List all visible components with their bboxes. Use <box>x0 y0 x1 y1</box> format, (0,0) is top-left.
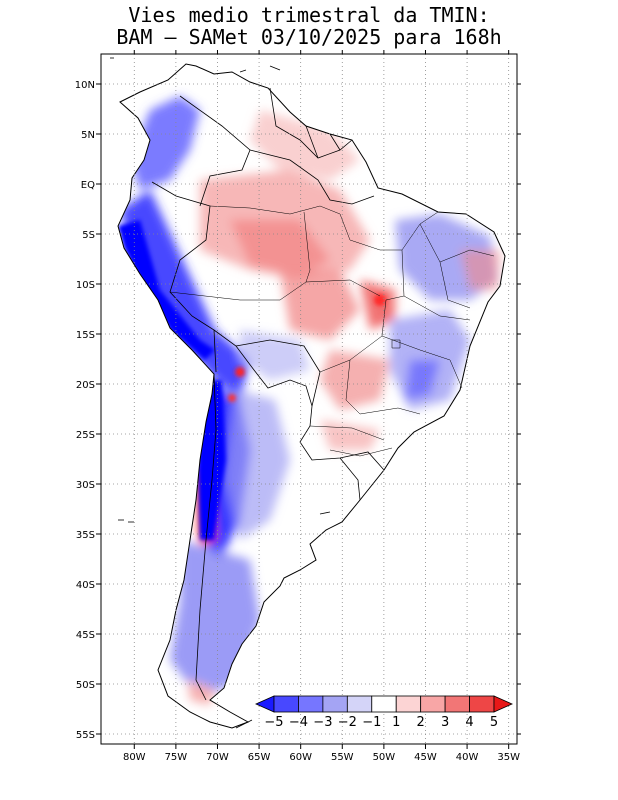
lat-tick-label: 25S <box>76 430 95 441</box>
lat-tick-label: 40S <box>76 580 95 591</box>
axis-ticks: 80W 75W 70W 65W 60W 55W 50W 45W 40W 35W 10N 5N EQ 5S 1… <box>75 50 521 763</box>
colorbar-box <box>298 695 324 713</box>
lon-tick-label: 60W <box>289 752 312 763</box>
map-frame <box>100 53 518 745</box>
lon-tick-label: 40W <box>456 752 479 763</box>
colorbar-box <box>346 695 373 713</box>
colorbar-label: −5 <box>264 715 283 730</box>
colorbar-box <box>395 695 422 713</box>
colorbar-box <box>469 695 495 713</box>
lat-tick-label: 15S <box>76 330 95 341</box>
colorbar-label: 3 <box>441 715 449 730</box>
lat-tick-label: 5N <box>81 130 95 141</box>
country-borders <box>151 87 385 701</box>
lat-tick-label: EQ <box>81 180 95 191</box>
colorbar-box <box>322 695 348 713</box>
lat-tick-label: 10N <box>75 80 95 91</box>
colorbar-label: 1 <box>392 715 400 730</box>
lat-tick-label: 20S <box>76 380 95 391</box>
colorbar-box <box>371 695 397 713</box>
colorbar-label: 5 <box>490 715 498 730</box>
lon-tick-label: 55W <box>331 752 354 763</box>
lon-tick-label: 65W <box>248 752 271 763</box>
colorbar-label: −2 <box>338 715 357 730</box>
lat-tick-label: 55S <box>76 730 95 741</box>
islands <box>110 57 331 729</box>
colorbar-arrow-high <box>493 695 513 713</box>
state-borders <box>169 205 495 457</box>
colorbar: −5 −4 −3 −2 −1 1 2 3 4 5 <box>255 695 513 730</box>
lon-tick-label: 50W <box>373 752 396 763</box>
colorbar-box <box>420 695 446 713</box>
lon-tick-label: 75W <box>165 752 188 763</box>
colorbar-box <box>273 695 299 713</box>
colorbar-label: −1 <box>362 715 381 730</box>
lon-tick-label: 35W <box>497 752 520 763</box>
colorbar-label: 4 <box>465 715 473 730</box>
map-title-line1: Vies medio trimestral da TMIN: <box>128 3 490 27</box>
lat-tick-label: 45S <box>76 630 95 641</box>
map-title-line2: BAM – SAMet 03/10/2025 para 168h <box>116 25 502 49</box>
lat-tick-label: 5S <box>82 230 95 241</box>
colorbar-box <box>444 695 470 713</box>
colorbar-label: −3 <box>313 715 332 730</box>
lat-tick-label: 10S <box>76 280 95 291</box>
lon-tick-label: 45W <box>414 752 437 763</box>
graticule <box>101 54 517 744</box>
lat-tick-label: 50S <box>76 680 95 691</box>
colorbar-label: −4 <box>289 715 308 730</box>
colorbar-label: 2 <box>417 715 425 730</box>
lat-tick-label: 30S <box>76 480 95 491</box>
lat-tick-label: 35S <box>76 530 95 541</box>
lon-tick-label: 80W <box>123 752 146 763</box>
lon-tick-label: 70W <box>206 752 229 763</box>
anomaly-shading <box>118 96 500 705</box>
